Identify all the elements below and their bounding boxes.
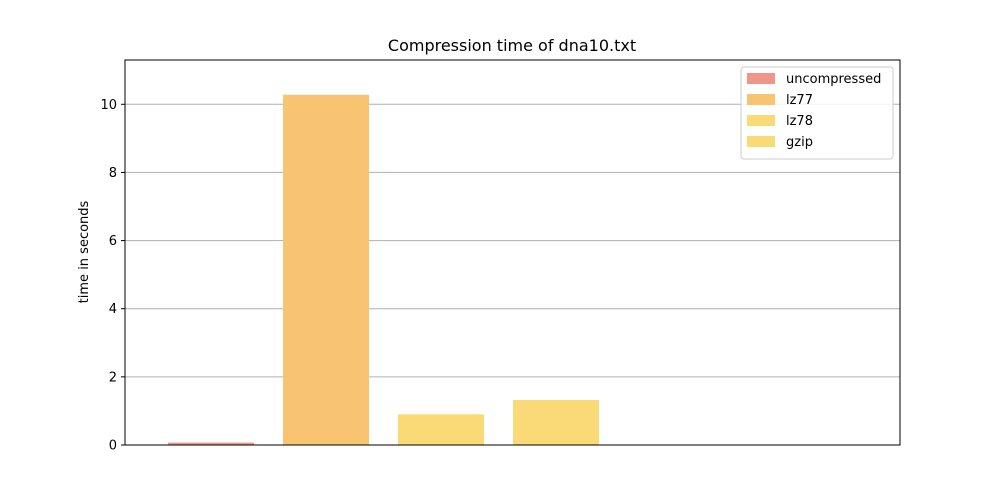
y-tick-label: 4 <box>109 302 117 317</box>
y-axis: 0 2 4 6 8 10 <box>100 98 125 454</box>
legend-swatch-lz77 <box>747 94 775 105</box>
legend-label-gzip: gzip <box>786 135 813 150</box>
chart-title: Compression time of dna10.txt <box>388 36 636 55</box>
bar-lz77 <box>283 94 369 446</box>
bar-gzip <box>513 400 599 445</box>
y-tick-label: 6 <box>109 234 117 249</box>
legend-swatch-gzip <box>747 136 775 147</box>
bar-uncompressed <box>168 442 254 445</box>
legend-label-lz77: lz77 <box>786 93 813 108</box>
bar-lz78 <box>398 414 484 445</box>
legend-label-lz78: lz78 <box>786 114 813 129</box>
y-tick-label: 0 <box>109 439 117 454</box>
bars <box>168 94 599 446</box>
plot-frame <box>124 59 901 446</box>
legend-box <box>740 66 894 160</box>
legend-label-uncompressed: uncompressed <box>786 72 881 87</box>
y-tick-label: 10 <box>100 98 117 113</box>
y-axis-label: time in seconds <box>77 200 92 303</box>
legend-swatch-uncompressed <box>747 73 775 84</box>
legend: uncompressed lz77 lz78 gzip <box>740 66 894 160</box>
legend-swatch-lz78 <box>747 115 775 126</box>
y-tick-label: 8 <box>109 166 117 181</box>
y-tick-label: 2 <box>109 370 117 385</box>
